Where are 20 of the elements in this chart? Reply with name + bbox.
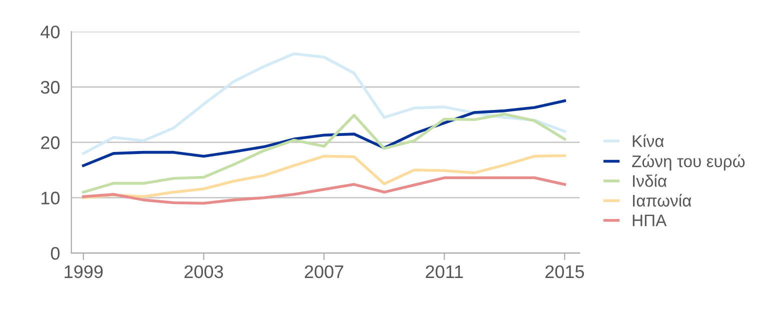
legend-label: Ινδία: [633, 174, 667, 187]
x-tick-label: 2007: [304, 265, 344, 278]
y-tick-label: 10: [42, 192, 60, 204]
legend-label: Κίνα: [632, 134, 664, 148]
y-tick-label: 0: [50, 247, 60, 260]
y-tick-label: 20: [41, 136, 60, 150]
legend-label: Ζώνη του ευρώ: [632, 154, 745, 171]
line-series: [82, 176, 566, 205]
line-series: [82, 112, 566, 194]
x-tick-label: 2015: [545, 265, 584, 278]
x-tick-label: 2003: [184, 265, 224, 278]
line-series: [82, 52, 566, 155]
line-series: [82, 154, 566, 200]
legend-label: Ιαπωνία: [633, 194, 692, 207]
y-tick-label: 40: [40, 26, 60, 38]
x-tick-label: 1999: [64, 265, 103, 278]
legend-label: ΗΠΑ: [632, 214, 667, 226]
x-tick-label: 2011: [426, 265, 463, 278]
line-series: [82, 99, 566, 167]
y-tick-label: 30: [40, 80, 60, 94]
